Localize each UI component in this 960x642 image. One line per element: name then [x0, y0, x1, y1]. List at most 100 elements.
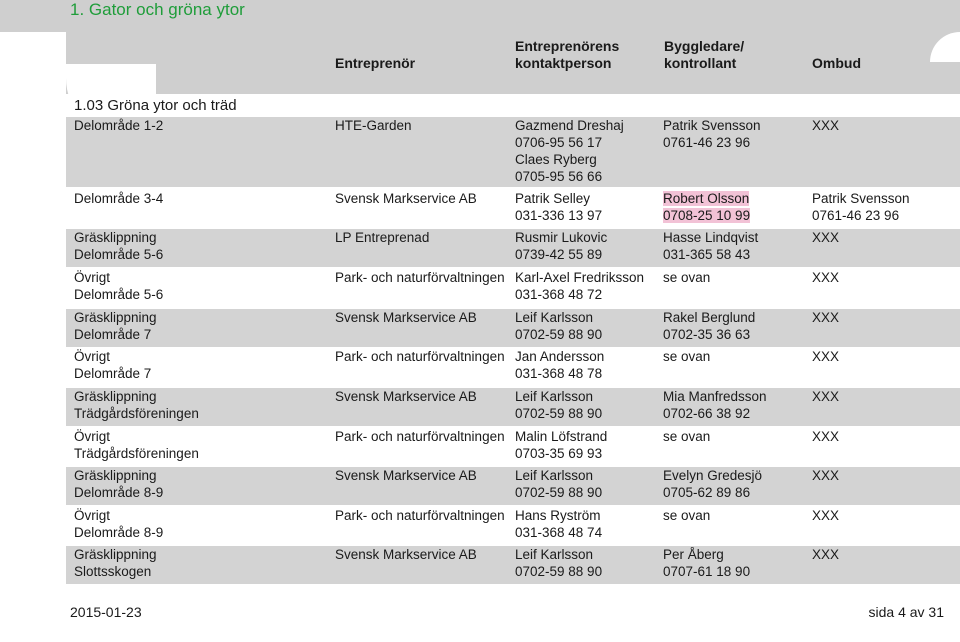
- contact-cell: Gazmend Dreshaj 0706-95 56 17 Claes Ryberg…: [515, 117, 624, 185]
- agent-cell-line: Patrik Svensson: [812, 191, 910, 206]
- area-cell: Gräsklippning Delområde 7: [74, 309, 157, 343]
- supervisor-cell: Robert Olsson 0708-25 10 99: [663, 190, 751, 224]
- area-cell-line: Trädgårdsföreningen: [74, 446, 199, 461]
- table-row: Övrigt Delområde 5-6 Park- och naturförval…: [66, 269, 960, 306]
- contact-cell-line: 0702-59 88 90: [515, 406, 603, 421]
- supervisor-cell-line: Evelyn Gredesjö: [663, 468, 763, 483]
- agent-cell-line: XXX: [812, 310, 840, 325]
- area-cell: Övrigt Delområde 5-6: [74, 269, 163, 303]
- agent-cell-line: XXX: [812, 547, 840, 562]
- table-row: Övrigt Delområde 8-9 Park- och naturförval…: [66, 507, 960, 544]
- area-cell: Övrigt Delområde 8-9: [74, 507, 163, 541]
- table-row: Delområde 3-4 Svensk Markservice AB Patrik…: [66, 190, 960, 227]
- table-row: Gräsklippning Delområde 8-9 Svensk Markser…: [66, 467, 960, 505]
- area-cell-line: Övrigt: [74, 349, 111, 364]
- column-header-kontakt: Entreprenörens kontaktperson: [515, 38, 619, 72]
- agent-cell-line: XXX: [812, 429, 840, 444]
- agent-cell: XXX: [812, 348, 839, 365]
- contact-cell-line: 031-368 48 74: [515, 525, 603, 540]
- contractor-cell: Park- och naturförvaltningen: [335, 508, 505, 523]
- supervisor-cell-line: se ovan: [663, 349, 711, 364]
- supervisor-cell: Per Åberg 0707-61 18 90: [663, 546, 750, 580]
- column-header-byggledare-line1: Byggledare/: [664, 38, 745, 54]
- supervisor-cell: se ovan: [663, 269, 710, 286]
- supervisor-cell-line: Mia Manfredsson: [663, 389, 767, 404]
- supervisor-cell-line: Hasse Lindqvist: [663, 230, 759, 245]
- supervisor-cell-line: se ovan: [663, 270, 711, 285]
- table-row: Delområde 1-2 HTE-Garden Gazmend Dreshaj 07…: [66, 117, 960, 187]
- table-row: Övrigt Delområde 7 Park- och naturförvaltn…: [66, 348, 960, 385]
- supervisor-cell: Rakel Berglund 0702-35 36 63: [663, 309, 755, 343]
- contact-cell: Leif Karlsson 0702-59 88 90: [515, 388, 602, 422]
- contact-cell-line: Leif Karlsson: [515, 310, 594, 325]
- contact-cell-line: 0706-95 56 17: [515, 135, 603, 150]
- contact-cell-line: 031-368 48 78: [515, 366, 603, 381]
- agent-cell-line: XXX: [812, 349, 840, 364]
- contractor-cell: Park- och naturförvaltningen: [335, 429, 505, 444]
- column-header-ombud: Ombud: [812, 55, 861, 71]
- agent-cell: XXX: [812, 269, 839, 286]
- area-cell-line: Delområde 8-9: [74, 485, 164, 500]
- contact-cell: Leif Karlsson 0702-59 88 90: [515, 467, 602, 501]
- supervisor-cell-line: 031-365 58 43: [663, 247, 751, 262]
- contact-cell: Rusmir Lukovic 0739-42 55 89: [515, 229, 607, 263]
- area-cell-line: Delområde 7: [74, 327, 152, 342]
- highlighted-text: 0708-25 10 99: [663, 208, 751, 223]
- contractor-cell: Svensk Markservice AB: [335, 468, 477, 483]
- footer-date: 2015-01-23: [70, 604, 142, 620]
- title-bar: [0, 0, 960, 32]
- supervisor-cell: se ovan: [663, 428, 710, 445]
- page-title: 1. Gator och gröna ytor: [70, 0, 245, 19]
- area-cell: Gräsklippning Delområde 5-6: [74, 229, 163, 263]
- contact-cell-line: 0702-59 88 90: [515, 485, 603, 500]
- agent-cell-line: XXX: [812, 468, 840, 483]
- supervisor-cell-line: 0761-46 23 96: [663, 135, 751, 150]
- area-cell-line: Övrigt: [74, 508, 111, 523]
- agent-cell-line: XXX: [812, 270, 840, 285]
- table-row: Gräsklippning Delområde 7 Svensk Markservi…: [66, 309, 960, 347]
- contact-cell-line: 031-368 48 72: [515, 287, 603, 302]
- contact-cell: Patrik Selley 031-336 13 97: [515, 190, 602, 224]
- agent-cell-line: XXX: [812, 118, 840, 133]
- supervisor-cell-line: Rakel Berglund: [663, 310, 756, 325]
- table-row: Övrigt Trädgårdsföreningen Park- och natur…: [66, 428, 960, 465]
- area-cell: Övrigt Trädgårdsföreningen: [74, 428, 199, 462]
- contractor-cell: Svensk Markservice AB: [335, 310, 477, 325]
- supervisor-cell-line: 0705-62 89 86: [663, 485, 751, 500]
- agent-cell: XXX: [812, 117, 839, 134]
- contact-cell-line: Gazmend Dreshaj: [515, 118, 624, 133]
- contact-cell-line: Patrik Selley: [515, 191, 591, 206]
- contact-cell: Jan Andersson 031-368 48 78: [515, 348, 604, 382]
- column-header-kontakt-line1: Entreprenörens: [515, 38, 620, 54]
- contact-cell: Malin Löfstrand 0703-35 69 93: [515, 428, 607, 462]
- contractor-cell: Svensk Markservice AB: [335, 547, 477, 562]
- contact-cell-line: 031-336 13 97: [515, 208, 603, 223]
- contact-cell-line: Claes Ryberg: [515, 152, 597, 167]
- supervisor-cell-line: 0708-25 10 99: [663, 207, 751, 224]
- contact-cell-line: 0703-35 69 93: [515, 446, 603, 461]
- contact-cell-line: Leif Karlsson: [515, 547, 594, 562]
- contact-cell-line: Karl-Axel Fredriksson: [515, 270, 645, 285]
- contractor-cell: Svensk Markservice AB: [335, 389, 477, 404]
- contact-cell: Leif Karlsson 0702-59 88 90: [515, 546, 602, 580]
- supervisor-cell-line: Patrik Svensson: [663, 118, 761, 133]
- supervisor-cell-line: Per Åberg: [663, 547, 724, 562]
- contact-cell-line: 0739-42 55 89: [515, 247, 603, 262]
- contact-cell-line: Jan Andersson: [515, 349, 605, 364]
- area-cell-line: Gräsklippning: [74, 389, 157, 404]
- supervisor-cell: Patrik Svensson 0761-46 23 96: [663, 117, 761, 151]
- contact-cell-line: Leif Karlsson: [515, 389, 594, 404]
- supervisor-cell-line: se ovan: [663, 429, 711, 444]
- contact-cell-line: Rusmir Lukovic: [515, 230, 608, 245]
- contact-cell-line: 0702-59 88 90: [515, 564, 603, 579]
- contractor-cell: Park- och naturförvaltningen: [335, 349, 505, 364]
- area-cell-line: Delområde 5-6: [74, 287, 164, 302]
- agent-cell: XXX: [812, 309, 839, 326]
- contact-cell: Leif Karlsson 0702-59 88 90: [515, 309, 602, 343]
- area-cell-line: Gräsklippning: [74, 310, 157, 325]
- supervisor-cell-line: 0702-66 38 92: [663, 406, 751, 421]
- contact-cell-line: Hans Ryström: [515, 508, 601, 523]
- contractor-cell: HTE-Garden: [335, 118, 412, 133]
- contact-cell: Karl-Axel Fredriksson 031-368 48 72: [515, 269, 644, 303]
- agent-cell-line: XXX: [812, 508, 840, 523]
